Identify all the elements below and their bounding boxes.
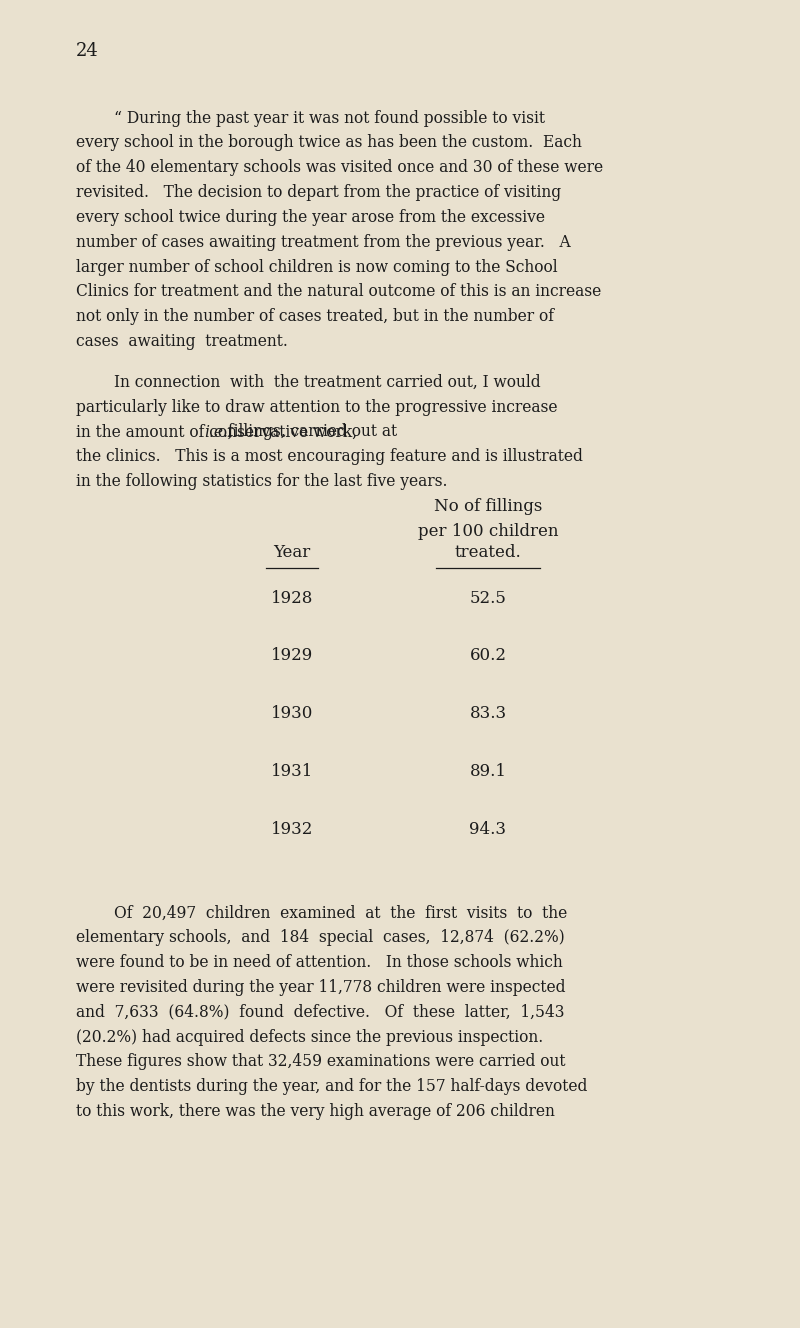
- Text: No of fillings: No of fillings: [434, 498, 542, 515]
- Text: number of cases awaiting treatment from the previous year.   A: number of cases awaiting treatment from …: [76, 234, 570, 251]
- Text: and  7,633  (64.8%)  found  defective.   Of  these  latter,  1,543: and 7,633 (64.8%) found defective. Of th…: [76, 1004, 565, 1021]
- Text: to this work, there was the very high average of 206 children: to this work, there was the very high av…: [76, 1104, 555, 1120]
- Text: elementary schools,  and  184  special  cases,  12,874  (62.2%): elementary schools, and 184 special case…: [76, 930, 565, 947]
- Text: 1932: 1932: [271, 821, 313, 838]
- Text: i.e.,: i.e.,: [205, 424, 234, 441]
- Text: 60.2: 60.2: [470, 647, 506, 664]
- Text: were revisited during the year 11,778 children were inspected: were revisited during the year 11,778 ch…: [76, 979, 566, 996]
- Text: by the dentists during the year, and for the 157 half-days devoted: by the dentists during the year, and for…: [76, 1078, 587, 1096]
- Text: 94.3: 94.3: [470, 821, 506, 838]
- Text: in the following statistics for the last five years.: in the following statistics for the last…: [76, 473, 447, 490]
- Text: larger number of school children is now coming to the School: larger number of school children is now …: [76, 259, 558, 276]
- Text: particularly like to draw attention to the progressive increase: particularly like to draw attention to t…: [76, 398, 558, 416]
- Text: per 100 children: per 100 children: [418, 523, 558, 540]
- Text: every school in the borough twice as has been the custom.  Each: every school in the borough twice as has…: [76, 134, 582, 151]
- Text: These figures show that 32,459 examinations were carried out: These figures show that 32,459 examinati…: [76, 1053, 566, 1070]
- Text: in the amount of conservative work,: in the amount of conservative work,: [76, 424, 357, 441]
- Text: were found to be in need of attention.   In those schools which: were found to be in need of attention. I…: [76, 954, 562, 971]
- Text: (20.2%) had acquired defects since the previous inspection.: (20.2%) had acquired defects since the p…: [76, 1028, 543, 1045]
- Text: 24: 24: [76, 42, 98, 61]
- Text: the clinics.   This is a most encouraging feature and is illustrated: the clinics. This is a most encouraging …: [76, 449, 583, 465]
- Text: not only in the number of cases treated, but in the number of: not only in the number of cases treated,…: [76, 308, 554, 325]
- Text: cases  awaiting  treatment.: cases awaiting treatment.: [76, 333, 288, 351]
- Text: “ During the past year it was not found possible to visit: “ During the past year it was not found …: [114, 109, 546, 126]
- Text: 1928: 1928: [271, 590, 313, 607]
- Text: of the 40 elementary schools was visited once and 30 of these were: of the 40 elementary schools was visited…: [76, 159, 603, 177]
- Text: Year: Year: [274, 543, 310, 560]
- Text: 83.3: 83.3: [470, 705, 506, 722]
- Text: 1930: 1930: [271, 705, 313, 722]
- Text: 1929: 1929: [271, 647, 313, 664]
- Text: In connection  with  the treatment carried out, I would: In connection with the treatment carried…: [114, 374, 541, 390]
- Text: Of  20,497  children  examined  at  the  first  visits  to  the: Of 20,497 children examined at the first…: [114, 904, 568, 922]
- Text: Clinics for treatment and the natural outcome of this is an increase: Clinics for treatment and the natural ou…: [76, 283, 602, 300]
- Text: revisited.   The decision to depart from the practice of visiting: revisited. The decision to depart from t…: [76, 185, 561, 201]
- Text: 89.1: 89.1: [470, 762, 506, 780]
- Text: 52.5: 52.5: [470, 590, 506, 607]
- Text: treated.: treated.: [454, 543, 522, 560]
- Text: fillings, carried out at: fillings, carried out at: [222, 424, 397, 441]
- Text: 1931: 1931: [271, 762, 313, 780]
- Text: every school twice during the year arose from the excessive: every school twice during the year arose…: [76, 208, 545, 226]
